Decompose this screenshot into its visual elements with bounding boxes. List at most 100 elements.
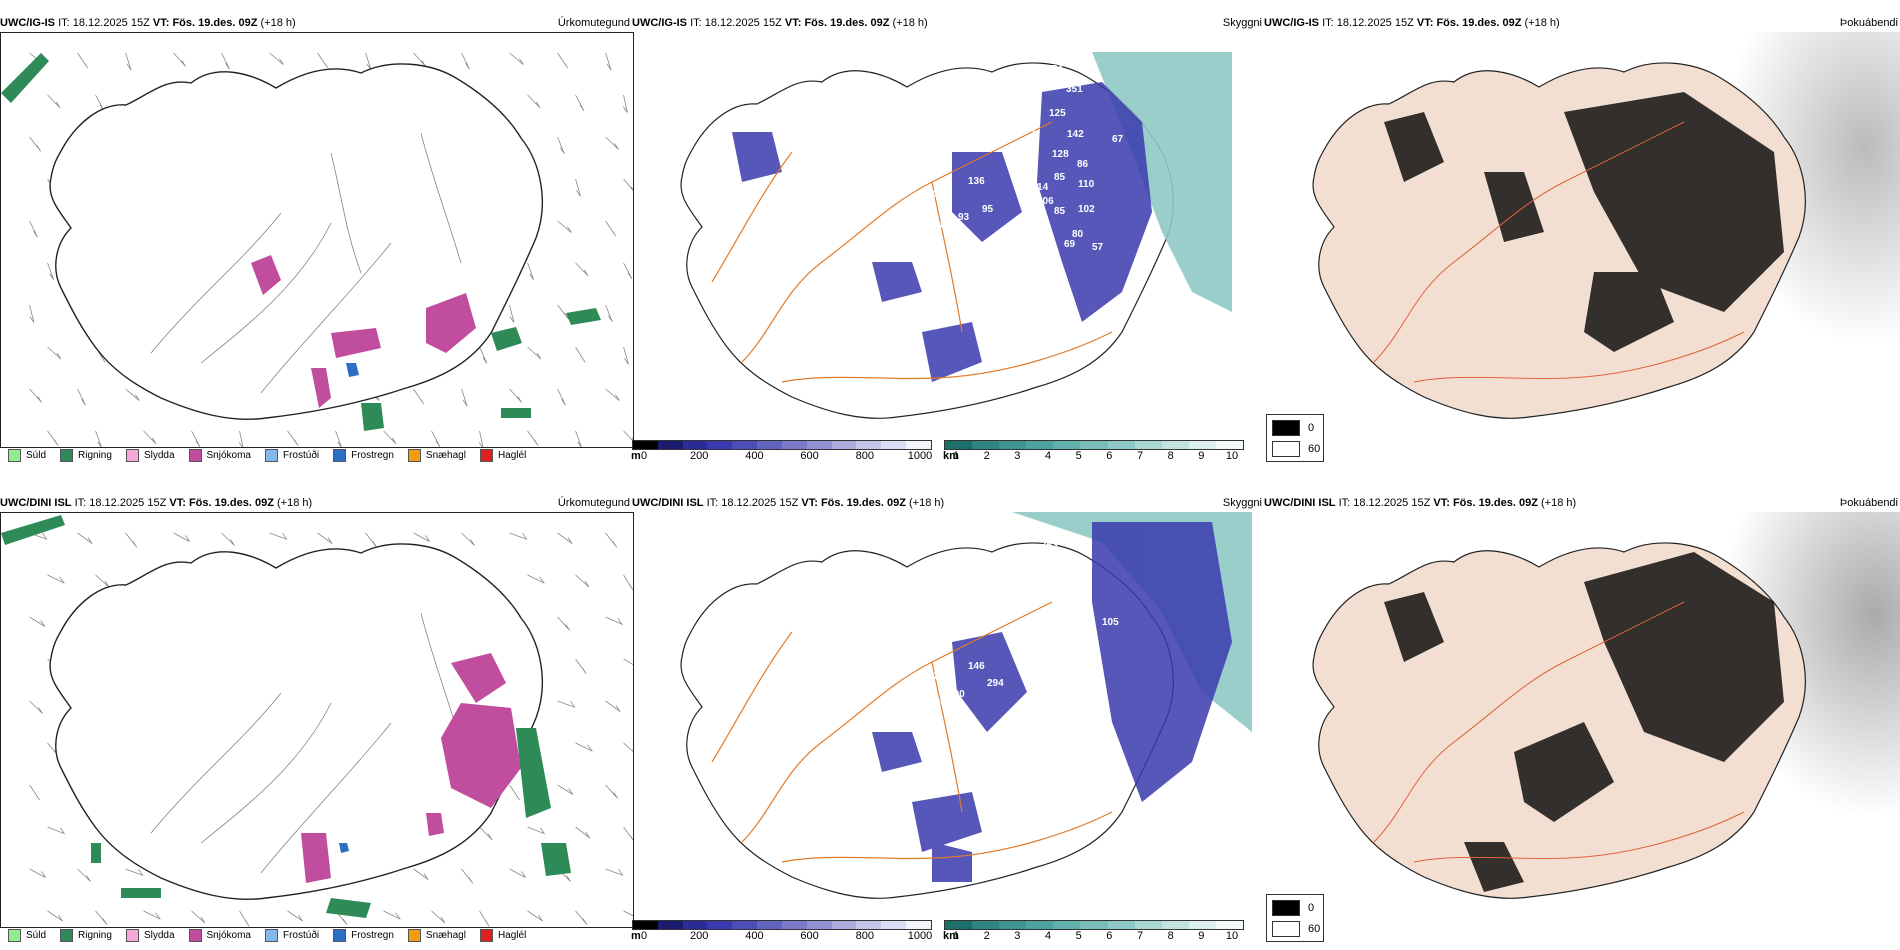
roads [1373, 601, 1745, 863]
wind-barb [461, 532, 475, 546]
lead-time: (+18 h) [260, 17, 296, 29]
lead-time: (+18 h) [1524, 17, 1560, 29]
lead-time: (+18 h) [277, 497, 313, 509]
wind-barb [47, 574, 65, 584]
visibility-label: 103 [1032, 74, 1049, 85]
precip-map [0, 512, 634, 928]
it-value: 18.12.2025 15Z [721, 497, 799, 509]
precip-legend-item: Slydda [125, 448, 175, 462]
colorbar-tick: 0 [640, 930, 648, 942]
it-value: 18.12.2025 15Z [704, 17, 782, 29]
it-value: 18.12.2025 15Z [1336, 17, 1414, 29]
visibility-label: 90 [1042, 254, 1054, 265]
visibility-label: 179 [1002, 747, 1019, 758]
visibility-label: 72 [1064, 722, 1076, 733]
vt-text: VT: Fös. 19.des. 09Z [801, 497, 906, 509]
wind-barb [605, 868, 624, 876]
field-title: Skyggni [1222, 497, 1262, 509]
visibility-label: 84 [1024, 124, 1036, 135]
colorbar-tick: 400 [745, 930, 764, 942]
colorbar-tick: 1000 [907, 450, 933, 462]
fog-map [1312, 512, 1900, 899]
wind-barb [29, 532, 48, 540]
wind-barb [173, 52, 186, 67]
precip-legend-item: Frostúði [264, 928, 319, 942]
legend-swatch [264, 448, 278, 462]
visibility-label: 128 [1052, 149, 1069, 160]
wind-barb [623, 658, 633, 665]
wind-barb [335, 910, 348, 926]
wind-barb [461, 388, 468, 407]
legend-swatch [479, 448, 493, 462]
wind-barb [479, 346, 488, 364]
wind-barb [509, 532, 528, 540]
wind-barb [95, 430, 102, 447]
visibility-label: 85 [1054, 206, 1066, 217]
colorbar-cell [732, 921, 758, 929]
fog-legend-swatch [1272, 441, 1300, 457]
it-label: IT: [74, 497, 87, 509]
colorbar-cell [945, 441, 973, 449]
wind-barb [509, 388, 522, 403]
precip-legend-item: Rigning [60, 448, 112, 462]
colorbar-cell [1053, 441, 1081, 449]
panel-header: UWC/IG-IS IT: 18.12.2025 15Z VT: Fös. 19… [0, 14, 632, 32]
wind-barb [29, 616, 46, 627]
wind-barb [623, 262, 633, 280]
wind-barb [575, 262, 589, 277]
visibility-label: 102 [1078, 204, 1095, 215]
visibility-label: 86 [1077, 159, 1089, 170]
visibility-label: 252 [900, 705, 917, 716]
wind-barb [238, 430, 244, 447]
wind-barb [623, 826, 633, 841]
visibility-colorbar: 1 2 3 4 5 6 7 8 9 10 km [943, 440, 1244, 464]
legend-swatch [407, 448, 421, 462]
it-label: IT: [690, 17, 702, 29]
visibility-label: 95 [982, 204, 994, 215]
wind-barb [575, 94, 585, 112]
cloudbase-colorbar: 0 200 400 600 800 1000 m [631, 920, 932, 944]
fog-panel-top: UWC/IG-IS IT: 18.12.2025 15Z VT: Fös. 19… [1264, 14, 1900, 464]
colorbar-cell [1215, 921, 1244, 929]
colorbar-cell [1026, 441, 1054, 449]
wind-barb [605, 700, 621, 712]
vt-text: VT: Fös. 19.des. 09Z [1416, 17, 1522, 29]
visibility-label: 105 [1044, 582, 1061, 593]
legend-swatch [407, 928, 421, 942]
wind-barb [605, 616, 624, 626]
precip-snow [301, 653, 521, 883]
colorbar-tick: 200 [690, 450, 709, 462]
precip-freezing-rain [346, 363, 359, 377]
visibility-label: 104 [927, 189, 944, 200]
colorbar-tick: 3 [1014, 930, 1021, 942]
wind-barb [77, 868, 91, 882]
colorbar-cell [682, 441, 708, 449]
wind-barb [143, 910, 161, 920]
colorbar-tick: 10 [1225, 930, 1239, 942]
visibility-label: 142 [1067, 129, 1084, 140]
wind-barb [173, 532, 190, 542]
wind-barb [47, 94, 61, 109]
legend-swatch [125, 928, 139, 942]
wind-barb [47, 346, 62, 360]
precip-rain [1, 53, 601, 431]
wind-barb [431, 430, 441, 447]
visibility-label: 114 [1032, 182, 1049, 193]
colorbar-cell [1161, 441, 1189, 449]
wind-barb [527, 346, 542, 360]
wind-barb [125, 388, 140, 401]
wind-barb [269, 532, 288, 540]
cloudbase-unit: m [631, 450, 641, 462]
wind-barb [575, 430, 582, 447]
fog-legend-swatch [1272, 420, 1300, 436]
vt-text: VT: Fös. 19.des. 09Z [169, 497, 274, 509]
visibility-label: 45 [872, 354, 884, 365]
visibility-label: 294 [987, 678, 1004, 689]
wind-barb [413, 532, 430, 542]
wind-barb [95, 910, 108, 926]
cloudbase-ticks: 0 200 400 600 800 1000 [632, 450, 932, 464]
wind-barb [605, 784, 618, 799]
legend-label: Slydda [143, 929, 175, 941]
wind-barb [622, 94, 628, 113]
colorbar-tick: 1 [952, 930, 960, 942]
